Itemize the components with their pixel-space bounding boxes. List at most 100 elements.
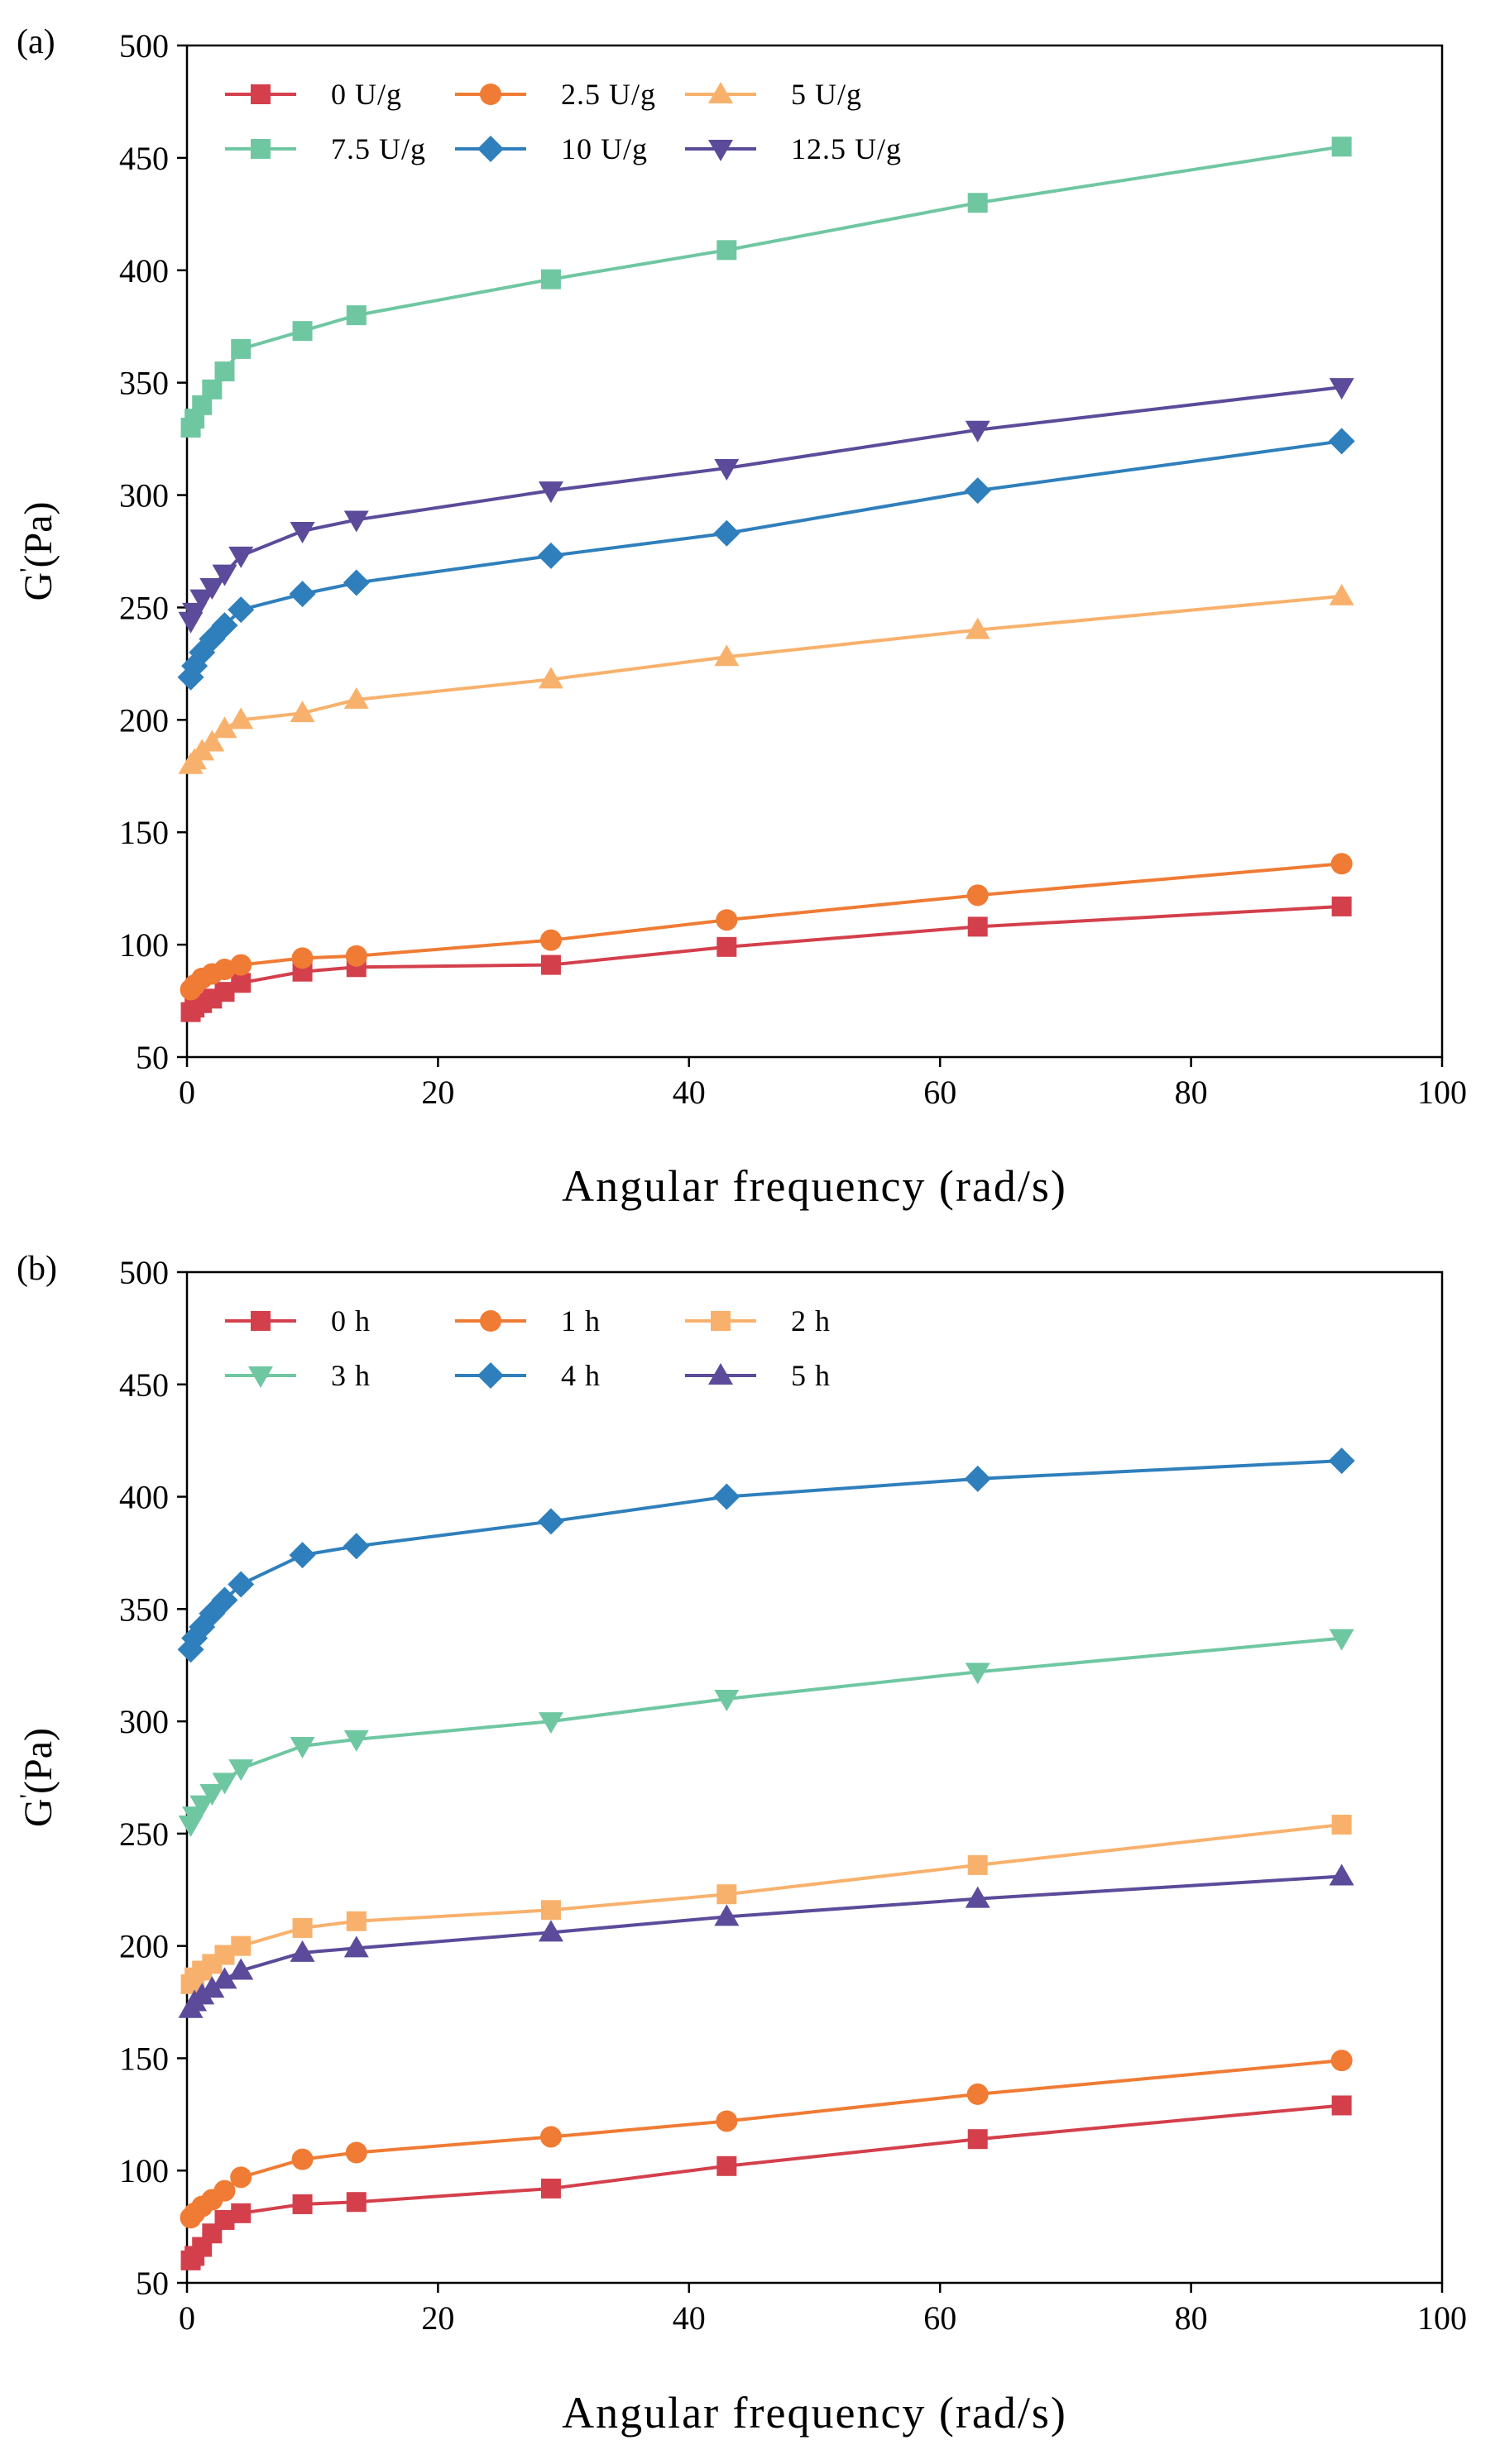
legend-marker: [708, 1363, 733, 1385]
legend-entry: 12.5 U/g: [685, 132, 902, 165]
data-point: [212, 1773, 237, 1795]
y-axis-title-prime: ': [15, 567, 42, 572]
data-point: [290, 522, 315, 544]
data-point: [212, 716, 237, 739]
data-point: [714, 458, 740, 481]
data-point: [290, 1736, 315, 1758]
legend-label: 12.5 U/g: [791, 132, 902, 165]
legend-marker: [251, 1311, 271, 1331]
legend-entry: 7.5 U/g: [225, 132, 426, 165]
data-point: [1329, 378, 1354, 400]
legend-marker: [477, 136, 504, 162]
y-tick-label: 100: [119, 2152, 169, 2189]
legend-label: 5 U/g: [791, 78, 862, 111]
y-tick-label: 250: [119, 1816, 169, 1853]
y-axis-title-main: G: [17, 1798, 60, 1827]
data-point: [716, 2110, 738, 2132]
y-tick-label: 300: [119, 1703, 169, 1740]
y-tick-label: 250: [119, 589, 169, 626]
data-point: [538, 481, 563, 504]
chart-panel: (a) 50 100 150 200 250 300 350 400 450 500 0 20 40 60 8…: [15, 23, 1467, 1211]
data-point: [1328, 428, 1355, 455]
data-point: [1331, 2095, 1352, 2116]
x-tick-label: 60: [923, 2299, 956, 2337]
legend-marker: [480, 1310, 501, 1332]
data-point: [537, 1508, 564, 1535]
data-point: [1330, 2050, 1353, 2072]
data-point: [214, 361, 235, 382]
data-point: [967, 2129, 988, 2150]
legend-entry: 2 h: [685, 1304, 831, 1337]
data-point: [290, 701, 315, 723]
legend-marker: [480, 84, 501, 105]
data-point: [213, 2179, 236, 2202]
legend-label: 4 h: [561, 1359, 601, 1392]
data-point: [965, 1663, 990, 1685]
y-tick-label: 450: [119, 1366, 169, 1404]
data-point: [964, 477, 991, 505]
x-tick-label: 40: [673, 2299, 706, 2337]
x-tick-label: 20: [421, 2299, 454, 2337]
data-point: [292, 321, 313, 342]
panel-label: (a): [17, 23, 55, 61]
data-point: [189, 639, 216, 666]
legend-entry: 1 h: [455, 1304, 600, 1337]
data-point: [540, 2178, 561, 2198]
data-point: [343, 569, 370, 596]
data-point: [716, 909, 738, 931]
series: [178, 378, 1354, 634]
legend-marker: [711, 1311, 731, 1331]
data-point: [343, 1935, 369, 1958]
plot-frame: [185, 44, 1444, 1059]
data-point: [713, 1483, 740, 1510]
legend-label: 7.5 U/g: [331, 132, 426, 165]
data-point: [1330, 853, 1353, 875]
data-point: [965, 617, 990, 639]
y-tick-label: 150: [119, 814, 169, 851]
data-point: [346, 1911, 367, 1931]
data-point: [966, 2083, 989, 2105]
data-point: [716, 240, 737, 261]
legend-entry: 5 h: [685, 1359, 830, 1392]
series: [177, 428, 1355, 691]
y-tick-label: 50: [136, 1039, 169, 1076]
series: [180, 1815, 1352, 1994]
y-axis-title-main: G: [17, 572, 60, 601]
y-tick-label: 400: [119, 1479, 169, 1516]
data-point: [346, 305, 367, 326]
data-point: [292, 1917, 313, 1938]
legend-entry: 0 U/g: [225, 78, 401, 111]
y-tick-label: 300: [119, 477, 169, 514]
x-axis-title: Angular frequency (rad/s): [562, 2388, 1067, 2438]
data-point: [231, 338, 252, 359]
legend-label: 3 h: [331, 1359, 371, 1392]
x-tick-label: 80: [1175, 2299, 1208, 2337]
data-point: [228, 1571, 255, 1598]
y-tick-label: 500: [119, 1254, 169, 1291]
legend-label: 2 h: [791, 1304, 831, 1337]
legend-label: 10 U/g: [561, 132, 648, 165]
data-point: [231, 1935, 252, 1956]
data-point: [211, 612, 238, 639]
data-point: [212, 564, 237, 586]
legend-entry: 4 h: [455, 1359, 601, 1392]
data-point: [189, 589, 215, 611]
data-point: [716, 936, 737, 957]
legend-marker: [248, 1366, 273, 1388]
y-tick-label: 100: [119, 926, 169, 964]
data-point: [345, 2141, 367, 2164]
y-tick-label: 400: [119, 252, 169, 289]
data-point: [714, 1904, 740, 1926]
data-point: [1328, 1447, 1355, 1475]
legend-marker: [251, 139, 271, 159]
y-axis-title: G'(Pa): [15, 501, 60, 600]
legend-entry: 0 h: [225, 1304, 370, 1337]
data-point: [538, 1712, 563, 1734]
data-point: [345, 945, 367, 967]
panel-label: (b): [17, 1250, 57, 1288]
data-point: [966, 884, 989, 907]
series: [178, 1629, 1354, 1838]
data-point: [231, 2203, 252, 2223]
data-point: [967, 1854, 988, 1875]
